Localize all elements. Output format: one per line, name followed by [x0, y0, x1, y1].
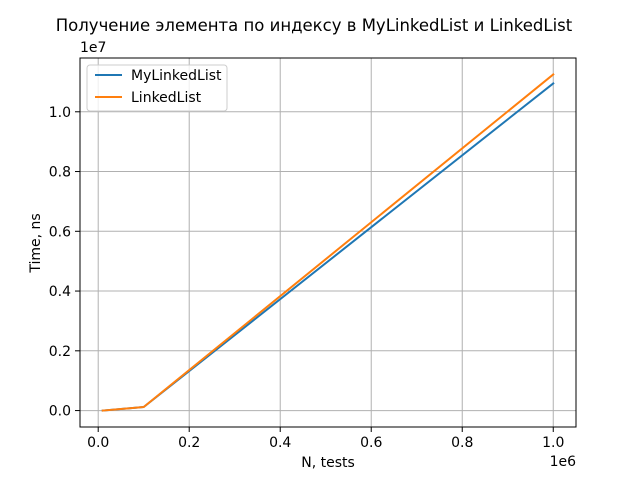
y-tick-label: 1.0	[49, 105, 71, 121]
y-tick-label: 0.4	[49, 284, 71, 300]
legend-label-mylinkedlist: MyLinkedList	[131, 68, 222, 84]
series-line-mylinkedlist	[101, 81, 555, 412]
series-lines	[101, 73, 555, 412]
legend-label-linkedlist: LinkedList	[131, 90, 202, 106]
x-tick-label: 0.8	[451, 435, 473, 451]
x-axis-title: N, tests	[301, 455, 355, 471]
x-tick-label: 0.0	[87, 435, 109, 451]
y-axis-title: Time, ns	[28, 213, 44, 273]
axis-ticks: 0.0 0.2 0.4 0.6 0.8 1.0 0.0 0.2 0.4 0.6 0.8 1.0	[49, 105, 565, 451]
x-offset-label: 1e6	[550, 454, 577, 470]
legend-box	[86, 64, 228, 112]
grid-lines	[80, 58, 576, 427]
y-tick-label: 0.6	[49, 224, 71, 240]
series-line-linkedlist	[101, 73, 555, 412]
y-tick-label: 0.2	[49, 344, 71, 360]
x-tick-label: 0.2	[178, 435, 200, 451]
y-tick-label: 0.8	[49, 165, 71, 181]
plot-area-frame	[79, 57, 577, 428]
y-offset-label: 1e7	[80, 40, 106, 56]
x-tick-label: 0.4	[269, 435, 291, 451]
legend: MyLinkedList LinkedList	[86, 64, 228, 112]
x-tick-label: 1.0	[542, 435, 564, 451]
chart-title: Получение элемента по индексу в MyLinked…	[56, 16, 573, 35]
x-tick-label: 0.6	[360, 435, 382, 451]
y-tick-label: 0.0	[49, 404, 71, 420]
